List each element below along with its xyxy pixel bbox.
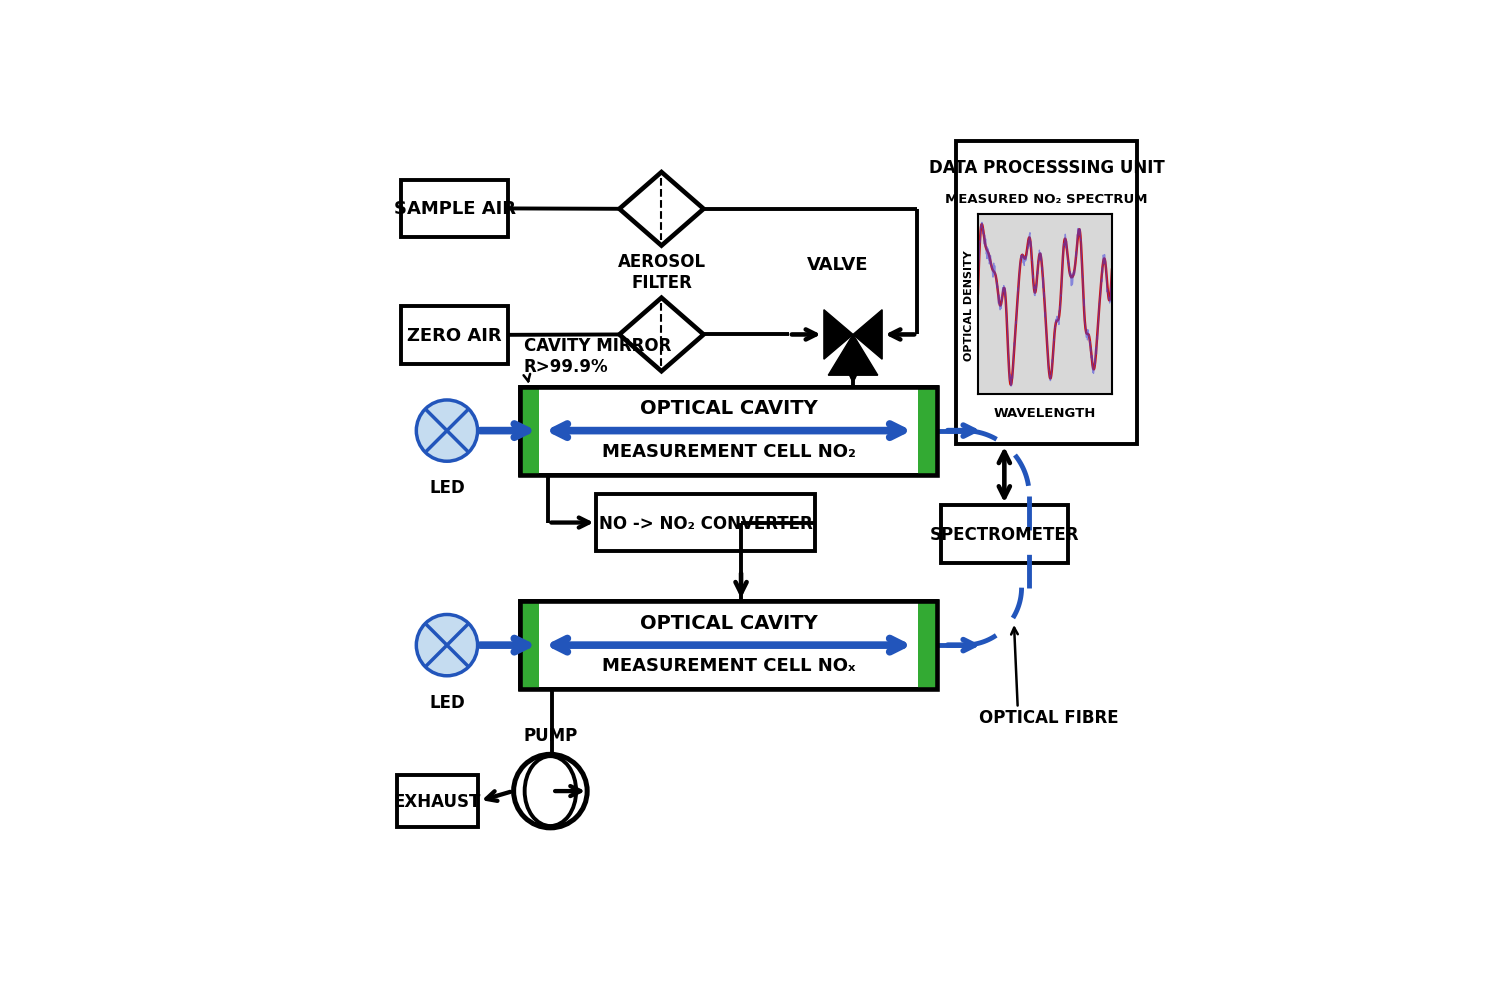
Text: LED: LED	[429, 479, 465, 497]
Text: MEASUREMENT CELL NOₓ: MEASUREMENT CELL NOₓ	[602, 657, 855, 675]
Text: CAVITY MIRROR
R>99.9%: CAVITY MIRROR R>99.9%	[524, 337, 670, 376]
Text: WAVELENGTH: WAVELENGTH	[994, 408, 1096, 420]
Bar	[918, 601, 938, 690]
Polygon shape	[824, 310, 854, 360]
Text: NO -> NO₂ CONVERTER: NO -> NO₂ CONVERTER	[598, 514, 813, 532]
Bar	[940, 506, 1068, 564]
Polygon shape	[853, 310, 882, 360]
Text: MEASURED NO₂ SPECTRUM: MEASURED NO₂ SPECTRUM	[945, 193, 1148, 206]
Bar	[400, 181, 508, 238]
Text: PUMP: PUMP	[524, 726, 578, 744]
Text: ZERO AIR: ZERO AIR	[408, 326, 503, 345]
Bar	[520, 601, 538, 690]
Text: OPTICAL FIBRE: OPTICAL FIBRE	[978, 709, 1118, 727]
Text: OPTICAL DENSITY: OPTICAL DENSITY	[963, 249, 974, 360]
Circle shape	[417, 401, 477, 462]
Bar	[597, 494, 814, 552]
Bar	[918, 387, 938, 475]
Bar	[520, 601, 938, 690]
Text: VALVE: VALVE	[807, 256, 868, 274]
Bar	[398, 775, 477, 827]
Text: EXHAUST: EXHAUST	[393, 792, 482, 810]
Circle shape	[417, 615, 477, 676]
Bar	[400, 307, 508, 364]
Text: MEASUREMENT CELL NO₂: MEASUREMENT CELL NO₂	[602, 442, 855, 460]
Circle shape	[513, 754, 586, 828]
Bar	[520, 387, 938, 475]
Bar	[520, 387, 938, 475]
Polygon shape	[828, 335, 878, 376]
Text: SAMPLE AIR: SAMPLE AIR	[393, 200, 516, 219]
Text: OPTICAL CAVITY: OPTICAL CAVITY	[639, 399, 818, 417]
Text: DATA PROCESSSING UNIT: DATA PROCESSSING UNIT	[928, 159, 1164, 177]
Polygon shape	[620, 173, 704, 247]
Ellipse shape	[525, 756, 576, 826]
Text: LED: LED	[429, 693, 465, 711]
Bar	[520, 601, 938, 690]
Text: OPTICAL CAVITY: OPTICAL CAVITY	[639, 613, 818, 632]
Text: SPECTROMETER: SPECTROMETER	[930, 526, 1078, 544]
Bar	[520, 387, 538, 475]
Text: AEROSOL
FILTER: AEROSOL FILTER	[618, 253, 705, 291]
Bar	[957, 142, 1137, 444]
Polygon shape	[620, 298, 704, 372]
